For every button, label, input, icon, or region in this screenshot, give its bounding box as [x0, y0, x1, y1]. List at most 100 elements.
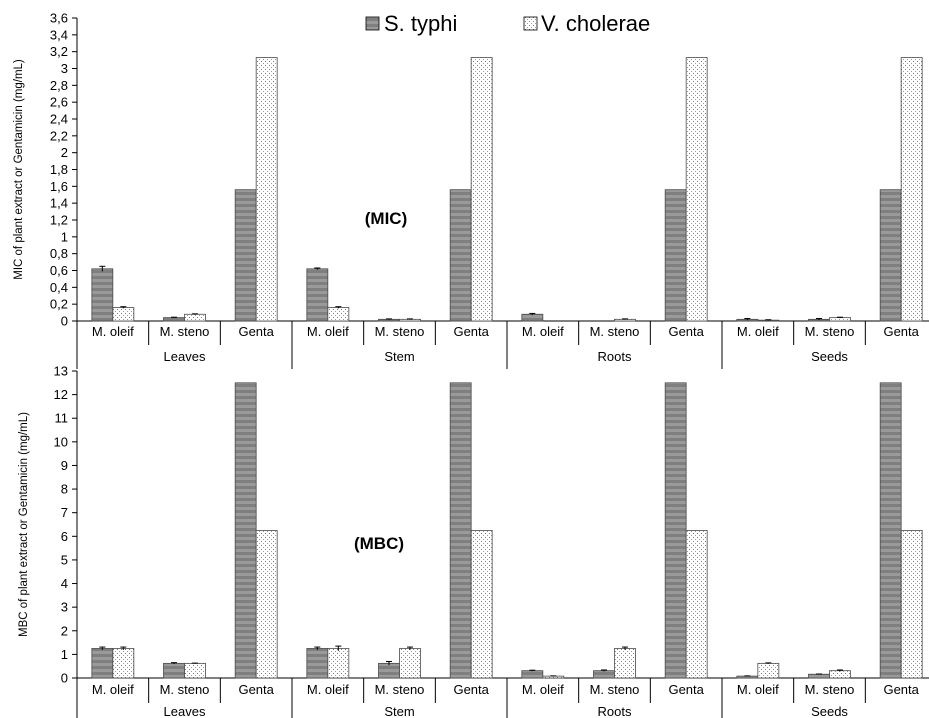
mbc-category-label: M. steno [805, 682, 855, 697]
mic-category-label: M. oleif [522, 324, 564, 339]
mic-category-label: M. oleif [737, 324, 779, 339]
legend-item-v-cholerae: V. cholerae [523, 11, 650, 36]
mbc-group-label: Leaves [164, 704, 206, 718]
mbc-group-label: Seeds [811, 704, 848, 718]
mic-category-label: Genta [453, 324, 489, 339]
mic-bar-vcholerae [829, 317, 851, 322]
mbc-y-tick-label: 5 [61, 552, 68, 567]
mic-y-tick-label: 2,4 [50, 112, 68, 127]
mbc-bar-vcholerae [327, 648, 350, 679]
mic-y-tick-label: 0,6 [50, 263, 68, 278]
mic-category-label: M. steno [590, 324, 640, 339]
mic-bar-vcholerae [112, 307, 135, 322]
mbc-bar-vcholerae [112, 648, 135, 679]
mbc-y-tick-label: 10 [54, 434, 68, 449]
mic-y-tick-label: 3,4 [50, 27, 68, 42]
mic-y-tick-label: 0,4 [50, 280, 68, 295]
legend-swatch-v-cholerae [523, 16, 538, 31]
mic-group-label: Stem [384, 349, 414, 364]
mic-bar-styphi [664, 189, 687, 322]
mbc-y-tick-label: 3 [61, 600, 68, 615]
mic-y-tick-label: 0,2 [50, 297, 68, 312]
mbc-bar-styphi [664, 382, 687, 679]
mic-category-label: M. steno [805, 324, 855, 339]
mbc-bar-styphi [91, 648, 114, 679]
legend-item-s-typhi: S. typhi [365, 11, 457, 36]
legend-swatch-s-typhi [365, 16, 380, 31]
mic-y-tick-label: 0 [61, 314, 68, 329]
mic-bar-vcholerae [470, 57, 493, 322]
mbc-bar-styphi [234, 382, 257, 679]
mbc-y-tick-label: 0 [61, 671, 68, 686]
mbc-bar-styphi [736, 675, 759, 679]
mic-category-label: M. oleif [92, 324, 134, 339]
mbc-annotation: (MBC) [354, 534, 404, 553]
legend: S. typhi V. cholerae [365, 11, 650, 36]
mbc-category-label: M. steno [160, 682, 210, 697]
mbc-category-label: Genta [238, 682, 274, 697]
mbc-category-label: Genta [883, 682, 919, 697]
mbc-bar-vcholerae [829, 670, 851, 679]
mbc-y-tick-label: 6 [61, 529, 68, 544]
mic-category-label: M. oleif [307, 324, 349, 339]
mbc-category-label: M. oleif [307, 682, 349, 697]
mbc-bar-vcholerae [542, 675, 565, 679]
mic-category-label: Genta [883, 324, 919, 339]
mbc-bar-vcholerae [757, 662, 780, 679]
mbc-bar-styphi [306, 648, 329, 679]
mic-bar-styphi [879, 189, 902, 322]
mic-y-tick-label: 2,2 [50, 128, 68, 143]
mic-bar-styphi [91, 268, 114, 322]
mic-annotation: (MIC) [365, 209, 407, 228]
mic-group-label: Roots [598, 349, 632, 364]
mbc-y-tick-label: 2 [61, 623, 68, 638]
mic-y-tick-label: 3,6 [50, 11, 68, 26]
mbc-category-label: M. oleif [737, 682, 779, 697]
mbc-category-label: M. steno [375, 682, 425, 697]
mbc-y-tick-label: 13 [54, 364, 68, 379]
mic-category-label: M. steno [160, 324, 210, 339]
mic-bar-vcholerae [900, 57, 923, 322]
mic-bar-styphi [521, 313, 544, 322]
mbc-bar-vcholerae [900, 530, 923, 679]
mbc-bar-vcholerae [255, 530, 278, 679]
mic-bar-vcholerae [184, 313, 206, 322]
mic-y-tick-label: 3,2 [50, 44, 68, 59]
mic-y-tick-label: 2 [61, 145, 68, 160]
mbc-y-tick-label: 8 [61, 482, 68, 497]
mic-y-tick-label: 1,4 [50, 196, 68, 211]
mic-bar-styphi [234, 189, 257, 322]
mic-bar-styphi [163, 317, 185, 322]
mbc-group-label: Roots [598, 704, 632, 718]
mbc-y-tick-label: 4 [61, 576, 68, 591]
mbc-y-tick-label: 11 [55, 411, 69, 426]
mbc-y-tick-label: 12 [54, 387, 68, 402]
mbc-category-label: Genta [453, 682, 489, 697]
mic-category-label: Genta [668, 324, 704, 339]
mic-bar-styphi [306, 268, 329, 322]
mbc-bar-vcholerae [184, 662, 206, 679]
mbc-category-label: M. oleif [92, 682, 134, 697]
mic-bar-vcholerae [255, 57, 278, 322]
mbc-category-label: Genta [668, 682, 704, 697]
mic-y-tick-label: 3 [61, 61, 68, 76]
mic-y-tick-label: 1,8 [50, 162, 68, 177]
mbc-bar-vcholerae [614, 648, 636, 679]
mic-panel: 0 0,2 0,4 0,6 0,8 11,2 1,4 1,6 1,8 2 2,22,4 2,6 2,8 3… [13, 11, 929, 369]
mbc-y-tick-label: 7 [61, 505, 68, 520]
legend-label-v-cholerae: V. cholerae [541, 11, 650, 36]
legend-label-s-typhi: S. typhi [384, 11, 457, 36]
mic-category-label: Genta [238, 324, 274, 339]
mbc-group-label: Stem [384, 704, 414, 718]
mic-y-tick-label: 1,6 [50, 179, 68, 194]
mbc-bar-styphi [378, 662, 400, 679]
mic-group-label: Leaves [164, 349, 206, 364]
mbc-bar-vcholerae [399, 648, 421, 679]
mbc-y-axis-label: MBC of plant extract or Gentamicin (mg/m… [18, 412, 30, 637]
mbc-bar-styphi [593, 670, 615, 679]
mic-y-tick-label: 1,2 [50, 213, 68, 228]
mic-category-label: M. steno [375, 324, 425, 339]
